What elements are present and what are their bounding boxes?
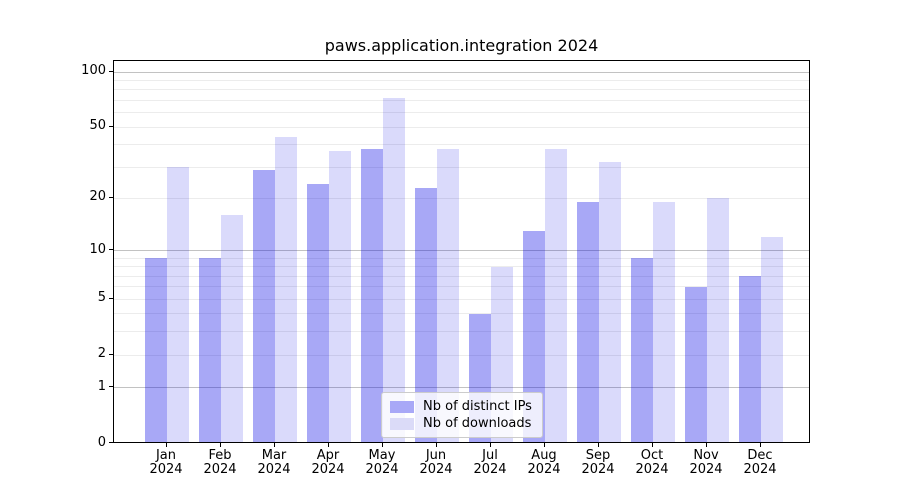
gridline-minor — [114, 126, 809, 128]
legend-item: Nb of downloads — [390, 415, 542, 432]
y-tick — [109, 249, 113, 250]
x-tick-label-apr: Apr 2024 — [311, 448, 345, 477]
x-tick-label-oct: Oct 2024 — [635, 448, 669, 477]
y-tick-label: 10 — [89, 241, 106, 257]
x-tick — [705, 443, 707, 447]
gridline-major — [114, 71, 809, 73]
y-tick-label: 1 — [97, 378, 106, 394]
x-tick — [651, 443, 653, 447]
y-tick-label: 50 — [89, 118, 106, 133]
bar-ips-nov — [685, 286, 707, 442]
bar-ips-jan — [145, 258, 167, 442]
legend-swatch — [390, 417, 414, 430]
bar-downloads-sep — [599, 162, 621, 442]
gridline-minor — [114, 112, 809, 114]
bar-ips-sep — [577, 202, 599, 442]
x-tick — [327, 443, 329, 447]
x-tick-label-jun: Jun 2024 — [419, 448, 453, 477]
bar-ips-aug — [523, 231, 545, 442]
bar-downloads-apr — [329, 150, 351, 442]
x-tick — [165, 443, 167, 447]
bar-ips-mar — [253, 169, 275, 442]
gridline-minor — [114, 331, 809, 333]
y-tick-label: 0 — [97, 434, 106, 450]
x-tick-label-nov: Nov 2024 — [689, 448, 723, 477]
bar-downloads-mar — [275, 137, 297, 442]
y-tick-label: 5 — [97, 290, 106, 306]
legend-item: Nb of distinct IPs — [390, 398, 542, 415]
y-tick — [109, 196, 113, 198]
legend: Nb of distinct IPs Nb of downloads — [381, 392, 543, 438]
gridline-minor — [114, 144, 809, 146]
x-tick — [489, 443, 491, 447]
x-tick — [273, 443, 275, 447]
bar-ips-dec — [739, 276, 761, 442]
gridline-minor — [114, 197, 809, 199]
y-tick-label: 100 — [81, 63, 106, 78]
bar-downloads-jan — [167, 167, 189, 442]
x-tick-label-aug: Aug 2024 — [527, 448, 561, 477]
gridline-minor — [114, 166, 809, 168]
y-tick-label: 20 — [89, 189, 106, 205]
gridline-minor — [114, 354, 809, 356]
gridline-minor — [114, 89, 809, 91]
gridline-minor — [114, 298, 809, 300]
x-tick-label-feb: Feb 2024 — [203, 448, 237, 477]
bar-ips-may — [361, 148, 383, 442]
gridline-minor — [114, 79, 809, 81]
gridline-minor — [114, 313, 809, 315]
bar-ips-jun — [415, 187, 437, 442]
x-tick — [381, 443, 383, 447]
x-tick — [759, 443, 761, 447]
legend-item-label: Nb of downloads — [423, 416, 532, 431]
x-tick-label-jan: Jan 2024 — [149, 448, 183, 477]
bar-downloads-nov — [707, 198, 729, 442]
bar-downloads-dec — [761, 237, 783, 442]
legend-swatch — [390, 400, 414, 413]
y-tick — [109, 442, 113, 443]
gridline-minor — [114, 286, 809, 288]
bar-downloads-jun — [437, 148, 459, 442]
x-tick — [543, 443, 545, 447]
gridline-minor — [114, 257, 809, 259]
chart-title: paws.application.integration 2024 — [324, 36, 599, 55]
x-tick — [597, 443, 599, 447]
bar-downloads-feb — [221, 215, 243, 442]
x-tick-label-dec: Dec 2024 — [743, 448, 777, 477]
gridline-major — [114, 250, 809, 251]
gridline-minor — [114, 266, 809, 268]
y-tick — [109, 386, 113, 388]
bar-downloads-aug — [545, 148, 567, 442]
bar-ips-oct — [631, 258, 653, 442]
y-tick — [109, 125, 113, 127]
bar-ips-apr — [307, 184, 329, 442]
x-tick-label-may: May 2024 — [365, 448, 399, 477]
legend-item-label: Nb of distinct IPs — [423, 399, 532, 414]
y-tick — [109, 297, 113, 299]
x-tick-label-sep: Sep 2024 — [581, 448, 615, 477]
y-tick — [109, 353, 113, 355]
y-tick — [109, 70, 113, 72]
x-tick-label-jul: Jul 2024 — [473, 448, 507, 477]
bar-downloads-oct — [653, 202, 675, 442]
y-tick-label: 2 — [97, 346, 106, 362]
x-tick-label-mar: Mar 2024 — [257, 448, 291, 477]
gridline-minor — [114, 275, 809, 277]
gridline-minor — [114, 99, 809, 101]
bar-downloads-may — [383, 98, 405, 442]
bar-ips-feb — [199, 258, 221, 442]
gridline-major — [114, 387, 809, 389]
x-tick — [219, 443, 221, 447]
x-tick — [435, 443, 437, 447]
plot-area — [113, 60, 810, 443]
